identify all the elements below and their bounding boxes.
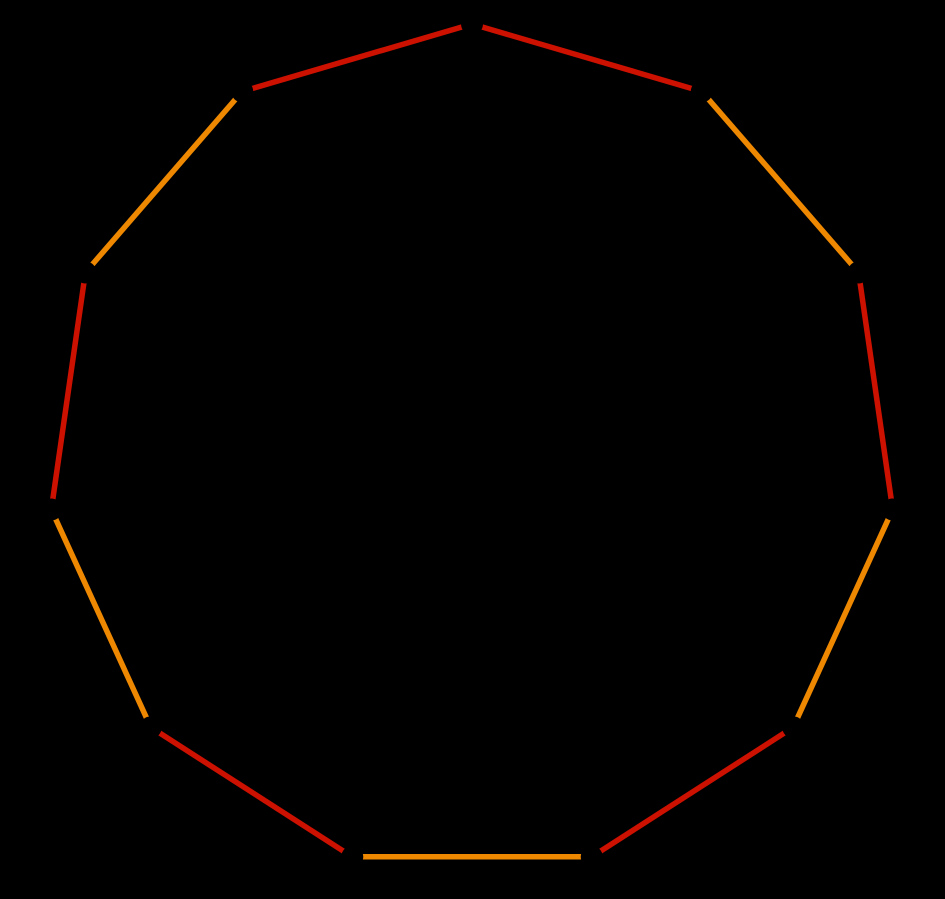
background (0, 0, 945, 899)
polygon-canvas (0, 0, 945, 899)
polygon-vertex (40, 498, 62, 520)
polygon-vertex (691, 80, 713, 102)
polygon-vertex (74, 261, 96, 283)
polygon-vertex (882, 498, 904, 520)
polygon-vertex (461, 13, 483, 35)
polygon-vertex (581, 846, 603, 868)
polygon-vertex (231, 80, 253, 102)
polygon-vertex (140, 716, 162, 738)
polygon-vertex (848, 261, 870, 283)
polygon-vertex (341, 846, 363, 868)
polygon-vertex (782, 716, 804, 738)
